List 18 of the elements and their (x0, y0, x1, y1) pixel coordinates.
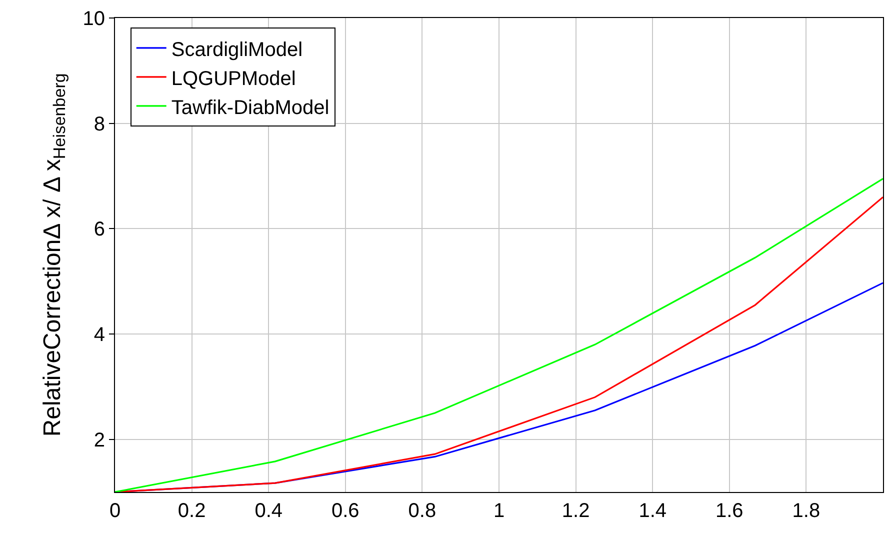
y-tick-label: 6 (94, 218, 105, 241)
legend-label: LQGUPModel (171, 68, 296, 90)
y-tick-label: 10 (82, 8, 105, 30)
x-tick-label: 1.4 (638, 500, 667, 522)
y-tick-label: 4 (94, 324, 105, 346)
legend-label: Tawfik-DiabModel (171, 96, 330, 119)
x-tick-label: 1.8 (792, 500, 820, 522)
x-tick-label: 1.6 (715, 500, 744, 522)
x-tick-label: 0.6 (331, 500, 360, 522)
legend-label: ScardigliModel (171, 38, 303, 61)
y-tick-label: 2 (94, 429, 105, 452)
x-tick-label: 1.2 (562, 500, 590, 522)
y-tick-label: 8 (94, 113, 105, 136)
x-tick-label: 0.2 (178, 500, 206, 522)
x-tick-label: 0 (109, 500, 121, 522)
x-tick-label: 1 (493, 500, 505, 522)
x-tick-label: 0.8 (408, 500, 436, 522)
x-tick-label: 0.4 (254, 500, 283, 522)
